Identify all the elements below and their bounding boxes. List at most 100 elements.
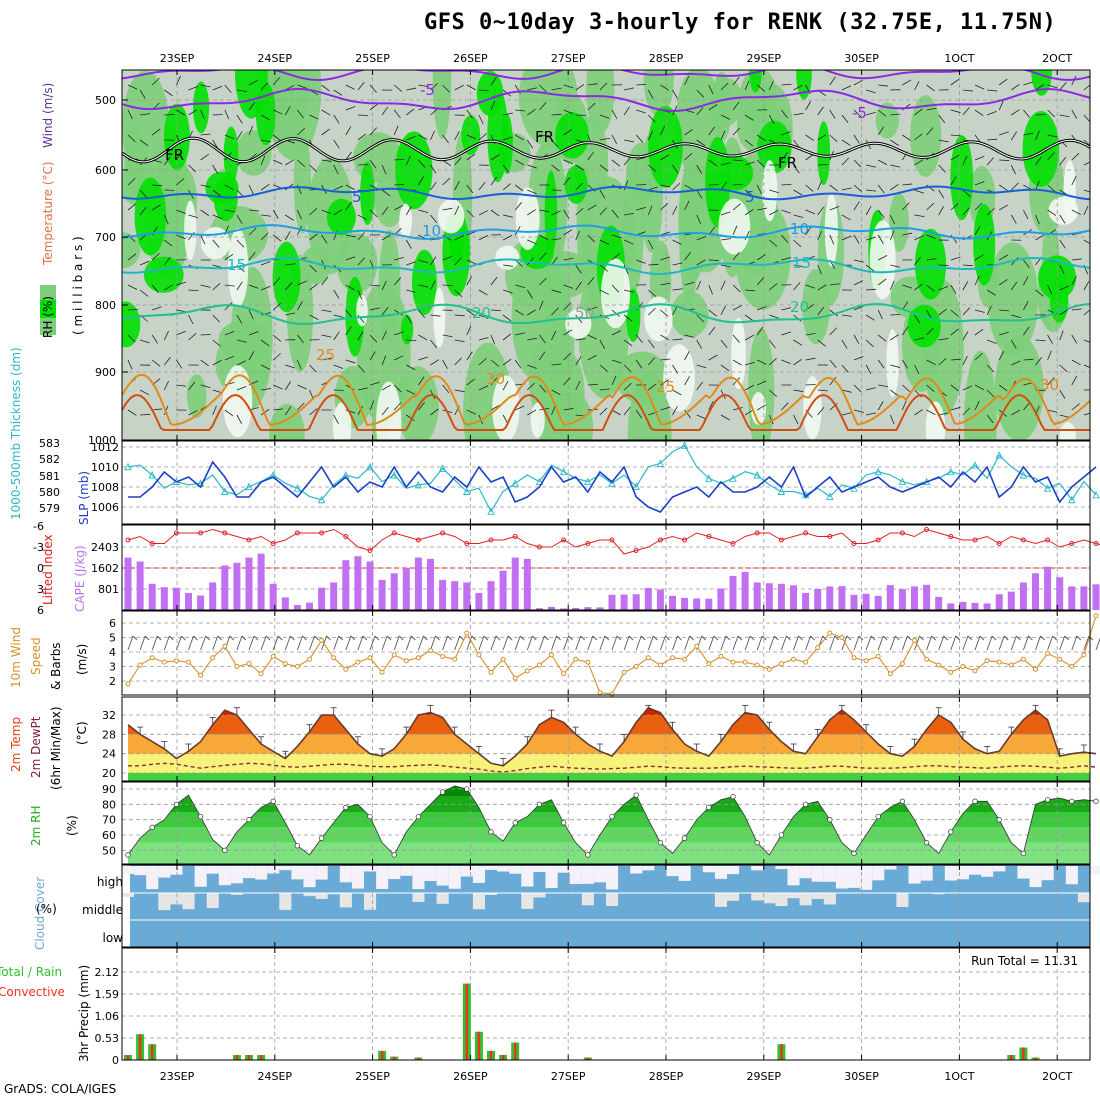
rh-tick: 70 [102,814,116,827]
wind-barb [768,80,774,91]
wind-barb [200,384,211,388]
wind-barb [853,134,860,144]
wind-barb [756,84,766,92]
wind-barb [1023,326,1030,336]
wind-barb [817,106,824,116]
wind-barb [962,355,968,366]
wind-barb [902,326,909,336]
wind-barb [551,238,562,241]
li-marker [440,530,446,536]
rh-panel-frame [121,781,1091,865]
thickness-tick: 581 [39,470,60,483]
wind-barb [369,84,377,93]
wind-barb [442,177,451,186]
wind-barb [200,635,207,651]
wind-barb [998,384,1008,392]
millibars-label: ( m i l l i b a r s ) [71,236,85,335]
wind-speed-marker [633,664,639,669]
wind-barb [986,339,997,344]
cape-bar [608,594,616,610]
cape-bar [705,598,713,610]
wind-barb [248,79,258,86]
wind-barb [297,159,306,167]
cape-bar [1056,577,1064,610]
wind-barb [139,289,149,297]
rh-marker [923,840,930,846]
wind-barb [260,82,269,91]
cape-bar [499,570,507,610]
precip-conv-bar [380,1050,384,1060]
wind-barb [127,134,136,143]
wind-barb [647,339,655,349]
cloud-high-gap [485,866,498,870]
slp-panel-frame [121,440,1091,525]
thickness-marker [656,459,665,467]
wind-barb [623,239,634,245]
cloud-mid-gap [533,893,546,898]
wind-barb [127,635,134,651]
wind-barb [321,234,328,244]
cloud-high-gap [509,866,522,874]
wind10-label-2: Speed [29,637,43,675]
wind-barb [369,103,379,111]
wind-barb [466,635,473,651]
cloud-high-gap [702,866,715,873]
wind-barb [604,635,610,641]
wind-barb [514,259,523,268]
wind-barb [587,354,597,361]
wind-barb [309,635,315,651]
wind-barb [998,100,1004,111]
wind-barb [974,155,985,161]
wind-barb [660,84,670,91]
wind-barb [829,327,837,336]
wind-barb [188,164,196,173]
wind-barb [979,635,985,641]
wind-barb [660,202,669,211]
wind-barb [1096,410,1100,414]
wind-barb [938,286,949,291]
rh-marker [996,817,1002,823]
cloud-mid-gap [799,893,812,906]
contour-label-15: 15 [227,256,246,274]
wind-label: Wind (m/s) [41,83,55,148]
cloud-high-gap [642,866,655,871]
cape-bar [535,608,543,610]
wind-barb [689,635,694,641]
li-marker [464,541,470,546]
rh2m-label: 2m RH [29,806,43,847]
wind-barb [1023,109,1031,118]
wind-barb [660,282,671,286]
wind-barb [1035,635,1041,651]
wind-barb [962,331,969,341]
wind10-units: (m/s) [75,644,89,675]
wind-barb [188,635,194,651]
rh-blob-dry [227,228,249,307]
rh-marker [367,813,373,820]
wind-barb [870,635,876,641]
wind-barb [684,251,692,261]
cloud-mid-gap [751,893,764,901]
rh-marker [197,813,204,820]
wind-barb [865,314,875,321]
thickness-marker [124,462,132,471]
rh-blob-high [1049,281,1069,323]
wind-barb [672,262,683,266]
wind-barb [394,355,404,361]
wind-barb [454,84,464,91]
thickness-marker [1068,495,1076,504]
cape-bar [790,585,797,610]
wind-barb [926,384,935,392]
wind-barb [672,89,678,99]
wind-barb [1035,130,1040,141]
wind-barb [490,635,497,651]
wind-barb [345,359,356,364]
precip-conv-bar [138,1034,142,1060]
rh-blob-high [272,241,301,313]
wind-barb [877,109,887,117]
rh-blob-dry [1059,422,1076,440]
wind-barb [527,164,537,169]
temp-units: (°C) [75,721,89,745]
wind-barb [599,635,606,651]
wind-barb [381,406,389,416]
wind-speed-marker [149,655,155,661]
